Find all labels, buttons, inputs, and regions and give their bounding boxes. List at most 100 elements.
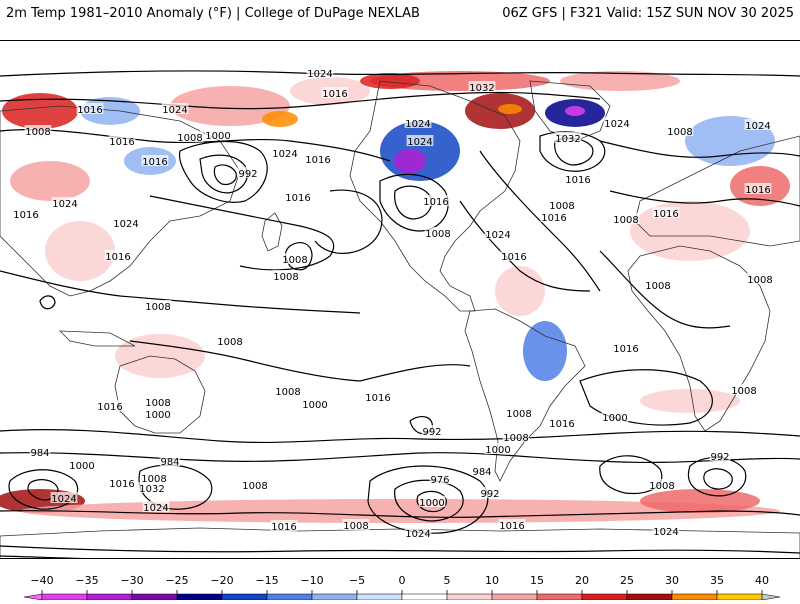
isobar-label: 1024 [604,119,629,130]
isobar-label-bg [272,270,300,281]
coastline-antarctica [0,527,800,558]
anomaly-colorbar: −40 −35 −30 −25 −20 −15 −10 −5 0 5 10 15 20 25 30 35 40 [0,568,800,601]
isobar-label: 1008 [649,481,674,492]
isobar-line [0,452,800,464]
isobar-label: 1000 [205,131,230,142]
colorbar-bin [86,593,133,601]
isobar-label: 1016 [541,213,566,224]
isobar-label-bg [709,450,731,461]
colorbar-tick-label: −25 [165,574,188,587]
isobar-line [479,150,601,292]
isobar-label: 1024 [51,494,76,505]
isobar-label: 1016 [322,89,347,100]
isobar-line [178,141,268,203]
coastline-south-america [464,308,586,482]
isobar-label: 1016 [423,197,448,208]
isobar-label-bg [744,183,772,194]
colorbar-under-arrow [23,593,43,601]
isobar-label-bg [418,496,446,507]
anomaly-patch [262,111,298,127]
isobar-label: 1008 [506,409,531,420]
isobar-label-bg [612,213,640,224]
isobar-label: 1008 [645,281,670,292]
coastline-africa [627,245,771,432]
anomaly-patch [10,161,90,201]
isobar-label: 1008 [177,133,202,144]
isobar-label-bg [652,525,680,536]
anomaly-patch [170,86,290,126]
isobar-label-bg [746,273,774,284]
isobar-label-bg [12,208,40,219]
isobar-label: 1008 [25,127,50,138]
isobar-label-bg [652,207,680,218]
isobar-label: 976 [430,475,449,486]
colorbar-bin [41,593,88,601]
colorbar-bin [716,593,763,601]
isobar-label-bg [142,501,170,512]
isobar-label-bg [666,125,694,136]
colorbar-tick-label: −15 [255,574,278,587]
isobar-label: 1008 [425,229,450,240]
isobar-label-bg [284,191,312,202]
coastline-asia-west [0,105,241,297]
isobar-label: 1008 [282,255,307,266]
isobar-label: 1008 [141,474,166,485]
colorbar-bin [356,593,403,601]
colorbar-tick-label: 5 [444,574,451,587]
anomaly-patch [20,499,780,523]
mslp-isobars [0,70,800,558]
isobar-label-bg [364,391,392,402]
colorbar-graphic: −40 −35 −30 −25 −20 −15 −10 −5 0 5 10 15 20 25 30 35 40 [23,574,781,601]
isobar-label-bg [500,250,528,261]
colorbar-tick-label: −40 [30,574,53,587]
isobar-label-bg [271,147,299,158]
colorbar-ticks: −40 −35 −30 −25 −20 −15 −10 −5 0 5 10 15 20 25 30 35 40 [30,574,769,594]
colorbar-bin [626,593,673,601]
colorbar-bin [266,593,313,601]
isobar-label: 1008 [242,481,267,492]
isobar-label-bg [144,300,172,311]
isobar-label-bg [601,411,629,422]
isobar-label-bg [24,125,52,136]
isobar-label-bg [112,217,140,228]
anomaly-patch [370,71,550,91]
isobar-label-bg [321,87,349,98]
isobar-label: 1000 [302,400,327,411]
isobar-label-bg [138,482,166,493]
isobar-label: 1008 [503,433,528,444]
isobar-label: 1016 [109,137,134,148]
isobar-label-bg [216,335,244,346]
isobar-label-bg [144,408,172,419]
coastline-indonesia [58,330,136,347]
isobar-line [359,364,471,382]
isobar-label: 1016 [97,402,122,413]
isobar-label: 1016 [109,479,134,490]
isobar-label: 1016 [499,521,524,532]
isobar-label: 1000 [145,410,170,421]
colorbar-tick-label: 10 [485,574,499,587]
isobar-label: 1008 [747,275,772,286]
isobar-label: 1016 [13,210,38,221]
world-map-panel: 1024 1032 1016 1016 1024 1008 1016 1008 1000 1024… [0,40,800,559]
colorbar-bin [401,593,448,601]
isobar-label-bg [644,279,672,290]
isobar-line [0,70,800,77]
isobar-line [0,270,361,314]
isobar-label: 1008 [145,302,170,313]
colorbar-bin [671,593,718,601]
isobar-label-bg [479,487,501,498]
isobar-label-bg [505,407,533,418]
colorbar-over-arrow [761,593,781,601]
colorbar-tick-label: 0 [399,574,406,587]
isobar-label: 1016 [745,185,770,196]
isobar-label: 1024 [745,121,770,132]
isobar-label: 1032 [555,134,580,145]
colorbar-bin [131,593,178,601]
isobar-label: 984 [30,448,49,459]
isobar-label-bg [498,519,526,530]
isobar-label-bg [29,446,51,457]
isobar-label-bg [404,117,432,128]
isobar-line [379,173,449,232]
isobar-line [149,195,335,271]
